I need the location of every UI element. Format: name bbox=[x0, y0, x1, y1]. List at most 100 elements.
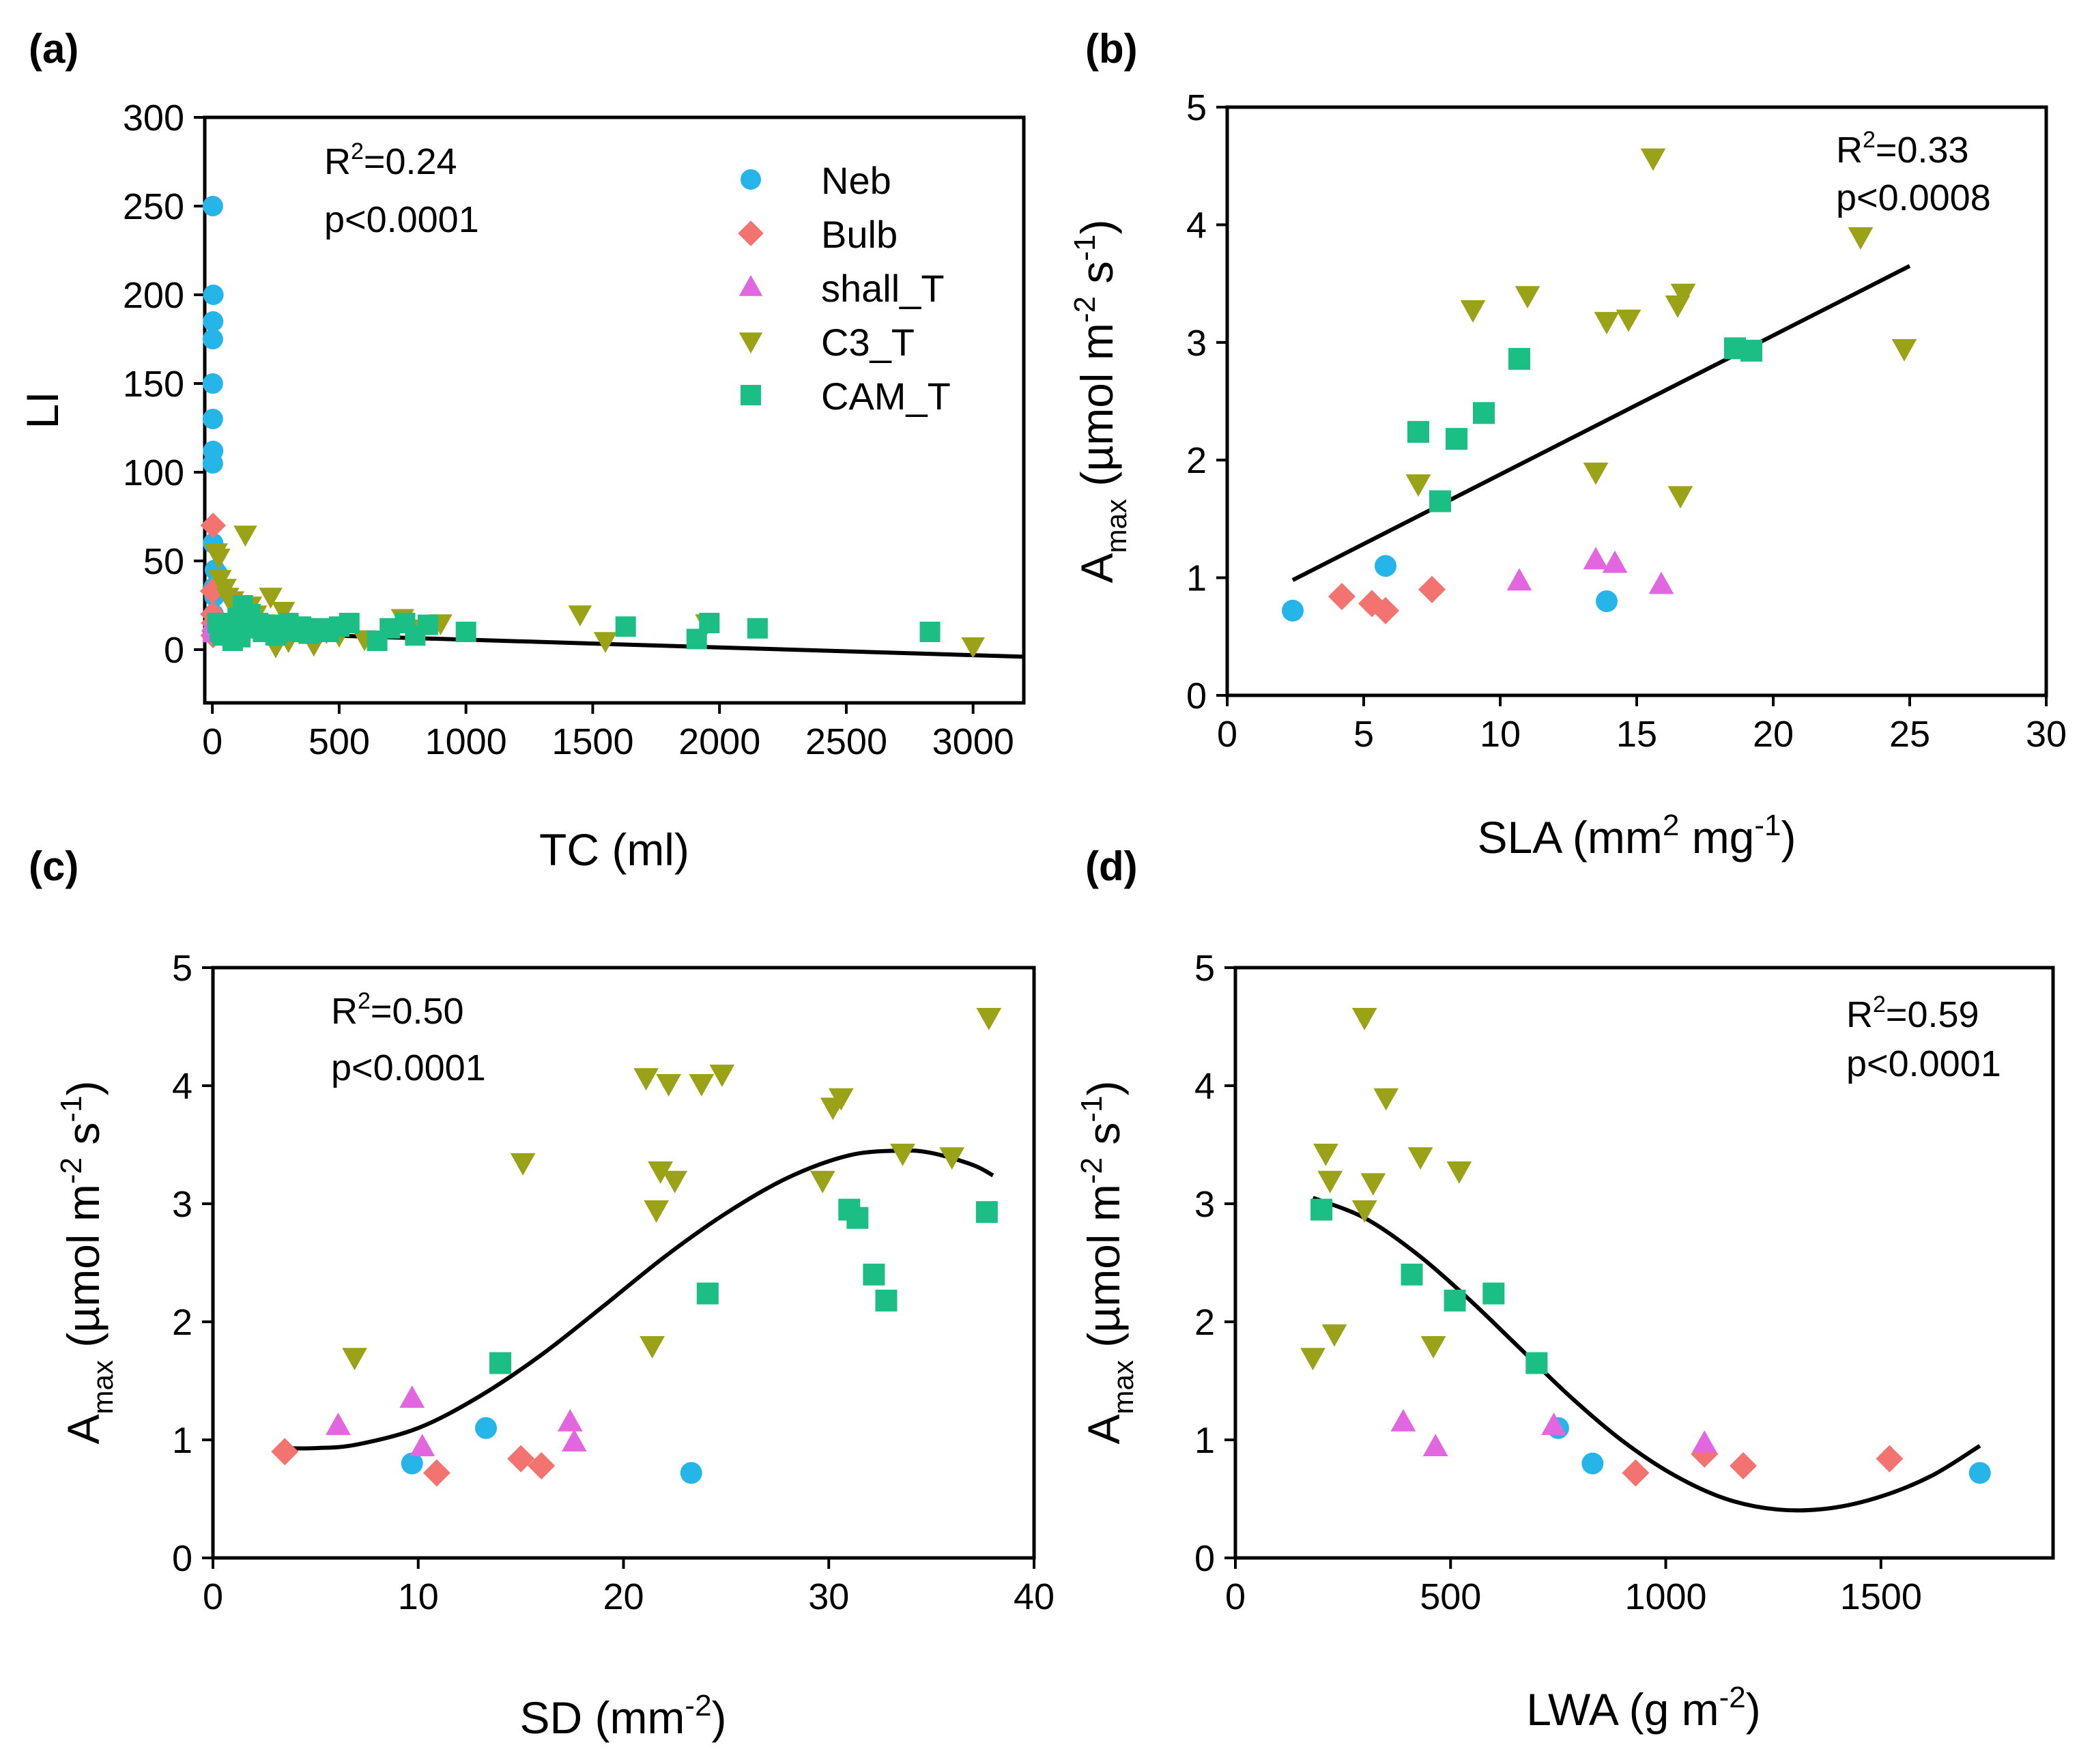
panel-a-ticks: 0 500 1000 1500 2000 2500 3000 0 50 100 150 200 250 3… bbox=[123, 98, 1014, 762]
panel-d-ylabel: Amax (µmol m-2 s-1) bbox=[1075, 1081, 1139, 1445]
x-tick-label: 1000 bbox=[1624, 1576, 1706, 1617]
panel-d-ticks: 0 500 1000 1500 0 1 2 3 4 5 bbox=[1194, 948, 1922, 1617]
point-cam-t bbox=[747, 618, 768, 639]
point-neb bbox=[202, 453, 223, 474]
point-c3-t bbox=[648, 1161, 674, 1184]
legend-marker-shall-t bbox=[739, 275, 763, 296]
point-cam-t bbox=[1525, 1352, 1548, 1374]
y-tick-label: 5 bbox=[1194, 948, 1215, 989]
panel-a-pvalue: p<0.0001 bbox=[324, 199, 479, 240]
x-tick-label: 500 bbox=[309, 721, 370, 762]
point-cam-t bbox=[686, 628, 707, 650]
point-cam-t bbox=[919, 622, 941, 642]
point-c3-t bbox=[510, 1153, 536, 1176]
y-tick-label: 1 bbox=[1186, 558, 1207, 599]
point-bulb bbox=[1730, 1452, 1758, 1480]
point-shall-t bbox=[1583, 547, 1609, 570]
x-tick-label: 30 bbox=[808, 1576, 849, 1617]
y-tick-label: 0 bbox=[164, 630, 184, 671]
fit-line bbox=[1291, 264, 1911, 582]
panel-c-points bbox=[271, 1008, 1002, 1487]
point-cam-t bbox=[615, 616, 636, 637]
panel-d-points bbox=[1300, 1008, 1991, 1487]
point-c3-t bbox=[593, 632, 618, 653]
y-tick-label: 50 bbox=[143, 541, 184, 582]
point-c3-t bbox=[1420, 1336, 1446, 1359]
panel-a-points bbox=[199, 196, 985, 659]
point-shall-t bbox=[1541, 1413, 1566, 1435]
point-neb bbox=[1375, 555, 1396, 577]
panel-a-xlabel: TC (ml) bbox=[539, 824, 689, 875]
x-tick-label: 10 bbox=[1480, 714, 1521, 755]
x-tick-label: 20 bbox=[603, 1576, 644, 1617]
point-c3-t bbox=[656, 1073, 682, 1097]
x-tick-label: 1500 bbox=[1840, 1576, 1922, 1617]
point-cam-t bbox=[339, 613, 360, 633]
x-tick-label: 1000 bbox=[425, 721, 507, 762]
panel-a-label: (a) bbox=[29, 26, 78, 72]
y-tick-label: 5 bbox=[1186, 87, 1207, 128]
point-c3-t bbox=[1446, 1161, 1472, 1184]
point-neb bbox=[1282, 599, 1304, 622]
point-c3-t bbox=[1670, 283, 1696, 306]
x-tick-label: 0 bbox=[1217, 714, 1237, 755]
x-tick-label: 20 bbox=[1753, 714, 1794, 755]
point-c3-t bbox=[809, 1170, 835, 1194]
point-cam-t bbox=[1401, 1263, 1423, 1286]
point-c3-t bbox=[939, 1147, 965, 1170]
point-cam-t bbox=[1446, 428, 1467, 450]
y-tick-label: 0 bbox=[1186, 676, 1207, 717]
y-tick-label: 2 bbox=[1194, 1302, 1215, 1343]
point-c3-t bbox=[1317, 1170, 1343, 1194]
x-tick-label: 5 bbox=[1353, 714, 1374, 755]
point-c3-t bbox=[961, 637, 985, 659]
point-c3-t bbox=[640, 1336, 665, 1359]
point-c3-t bbox=[1891, 338, 1917, 362]
panel-a: (a) 0 500 1000 1500 2000 2500 3000 0 50 100 150 200… bbox=[17, 26, 1026, 875]
point-neb bbox=[1596, 590, 1618, 613]
point-cam-t bbox=[1310, 1198, 1333, 1221]
y-tick-label: 300 bbox=[123, 98, 184, 139]
point-c3-t bbox=[633, 1068, 659, 1091]
point-c3-t bbox=[1351, 1200, 1377, 1223]
point-c3-t bbox=[828, 1088, 854, 1111]
point-c3-t bbox=[342, 1348, 367, 1371]
panel-b-ticks: 0 5 10 15 20 25 30 0 1 2 3 4 5 bbox=[1186, 87, 2067, 755]
point-neb bbox=[202, 329, 223, 349]
point-c3-t bbox=[1583, 462, 1609, 485]
y-tick-label: 100 bbox=[123, 452, 184, 493]
point-c3-t bbox=[1373, 1088, 1399, 1111]
point-shall-t bbox=[399, 1385, 425, 1408]
point-c3-t bbox=[709, 1065, 735, 1087]
point-shall-t bbox=[561, 1429, 587, 1452]
panel-b-pvalue: p<0.0008 bbox=[1836, 177, 1991, 218]
point-neb bbox=[680, 1462, 702, 1484]
legend-marker-c3-t bbox=[739, 332, 763, 353]
legend-marker-bulb bbox=[738, 220, 764, 246]
point-c3-t bbox=[1360, 1173, 1386, 1196]
y-tick-label: 3 bbox=[172, 1184, 192, 1225]
point-c3-t bbox=[1351, 1008, 1377, 1030]
point-cam-t bbox=[863, 1263, 885, 1286]
point-bulb bbox=[1622, 1459, 1650, 1487]
x-tick-label: 3000 bbox=[932, 721, 1014, 762]
point-cam-t bbox=[846, 1206, 869, 1229]
point-c3-t bbox=[1667, 486, 1693, 509]
point-c3-t bbox=[568, 605, 592, 626]
point-cam-t bbox=[1740, 339, 1762, 362]
point-c3-t bbox=[1848, 227, 1874, 250]
panel-b-label: (b) bbox=[1085, 26, 1138, 72]
y-tick-label: 4 bbox=[1194, 1066, 1215, 1107]
panel-a-frame bbox=[203, 115, 1026, 705]
point-c3-t bbox=[976, 1008, 1002, 1030]
point-c3-t bbox=[259, 588, 283, 609]
x-tick-label: 0 bbox=[202, 721, 223, 762]
point-bulb bbox=[1876, 1445, 1904, 1473]
point-c3-t bbox=[890, 1144, 915, 1166]
x-tick-label: 2000 bbox=[678, 721, 760, 762]
panel-d-pvalue: p<0.0001 bbox=[1846, 1043, 2001, 1084]
x-tick-label: 10 bbox=[398, 1576, 439, 1617]
